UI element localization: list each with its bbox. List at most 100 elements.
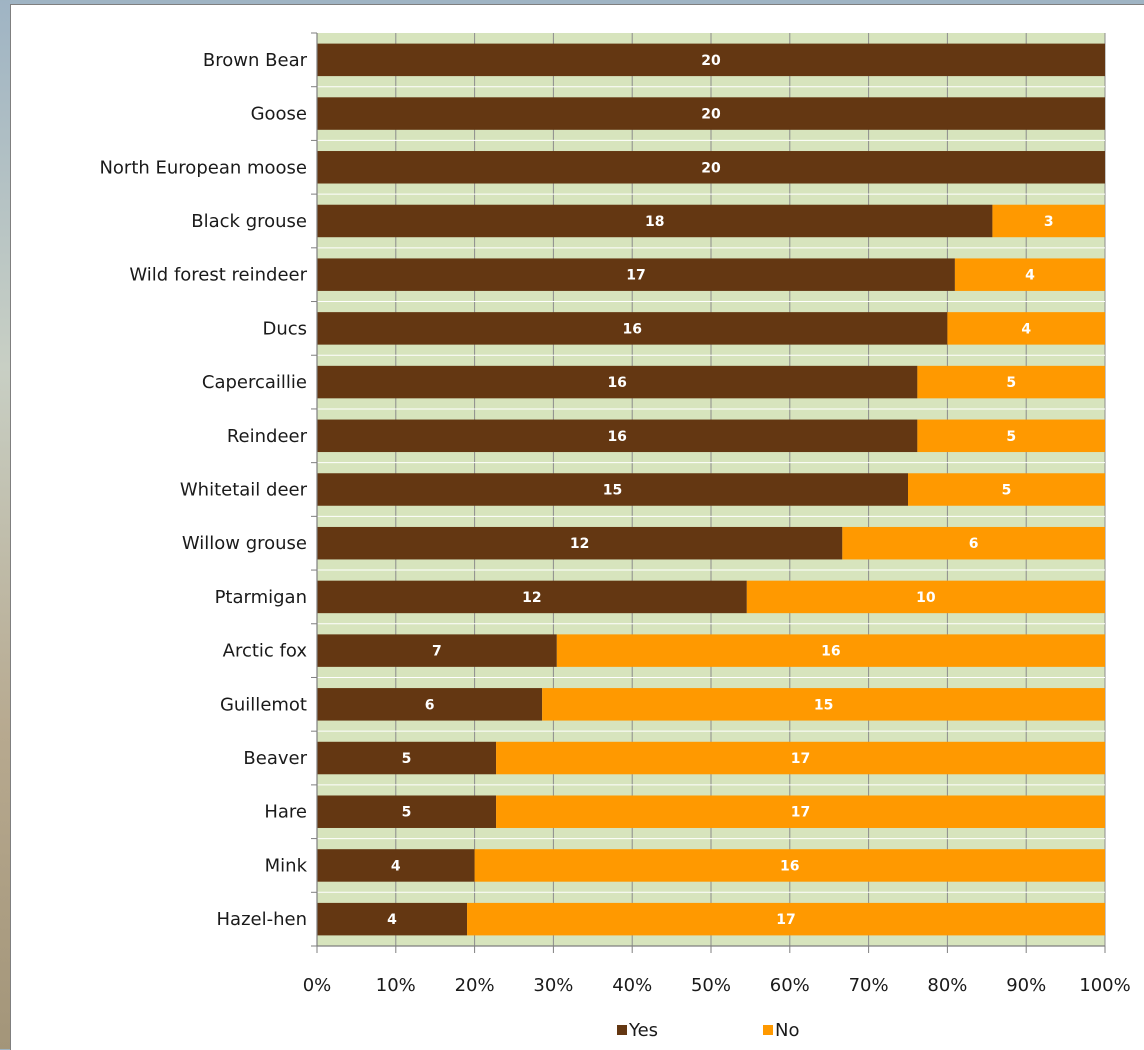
data-label-yes: 16 (607, 429, 626, 445)
bar-yes (317, 473, 908, 506)
data-label-no: 17 (776, 912, 795, 928)
category-label: Guillemot (220, 694, 307, 715)
bar-yes (317, 902, 468, 936)
x-tick-label: 20% (455, 975, 495, 996)
category-label: Hare (264, 802, 307, 823)
category-label: Whitetail deer (180, 480, 308, 501)
bar-no (746, 580, 1105, 614)
category-label: Ptarmigan (215, 587, 307, 608)
data-label-yes: 17 (626, 268, 645, 284)
data-label-no: 17 (791, 751, 810, 767)
bar-no (947, 312, 1105, 345)
data-label-no: 17 (791, 805, 810, 821)
x-tick-label: 30% (533, 975, 573, 996)
category-label: Willow grouse (182, 533, 307, 554)
data-label-yes: 7 (432, 644, 442, 660)
data-label-no: 10 (916, 590, 936, 606)
legend-label-yes: Yes (628, 1020, 658, 1041)
bar-yes (317, 365, 918, 399)
bar-no (992, 204, 1105, 238)
data-label-no: 16 (780, 858, 799, 874)
x-tick-label: 60% (770, 975, 810, 996)
x-tick-label: 100% (1079, 975, 1130, 996)
data-label-yes: 15 (603, 483, 622, 499)
bar-yes (317, 741, 497, 775)
axes (311, 32, 1106, 953)
bar-yes (317, 419, 918, 453)
data-label-no: 3 (1044, 214, 1054, 230)
data-label-no: 5 (1002, 483, 1012, 499)
category-label: Wild forest reindeer (129, 265, 307, 286)
bar-no (556, 634, 1105, 667)
data-label-yes: 16 (607, 375, 626, 391)
bar-yes (317, 849, 475, 882)
x-tick-label: 80% (927, 975, 967, 996)
legend-label-no: No (775, 1020, 799, 1041)
data-label-yes: 12 (522, 590, 541, 606)
bar-no (474, 849, 1106, 882)
legend: Yes No (617, 1020, 799, 1041)
chart-card: 0% 10% 20% 30% 40% 50% 60% 70% 80% 90% 100% Brown B… (10, 4, 1144, 1050)
data-label-yes: 5 (402, 751, 412, 767)
bar-yes (317, 97, 1105, 130)
bar-yes (317, 795, 497, 828)
bar-yes (317, 526, 843, 560)
bar-yes (317, 688, 543, 721)
data-label-no: 16 (821, 644, 840, 660)
data-label-yes: 4 (391, 858, 401, 874)
category-label: Hazel-hen (217, 909, 307, 930)
data-label-yes: 20 (701, 53, 721, 69)
bar-yes (317, 204, 993, 238)
bar-no (467, 902, 1106, 936)
bar-yes (317, 312, 948, 345)
bar-no (917, 365, 1105, 399)
data-label-no: 5 (1006, 429, 1016, 445)
category-label: Reindeer (227, 426, 308, 447)
category-label: Mink (265, 855, 308, 876)
category-label: Ducs (262, 318, 307, 339)
data-label-no: 6 (969, 536, 979, 552)
data-label-no: 15 (814, 697, 833, 713)
data-label-yes: 20 (701, 107, 721, 123)
bar-no (496, 795, 1105, 828)
category-label: Brown Bear (203, 50, 308, 71)
stacked-bar-chart: 0% 10% 20% 30% 40% 50% 60% 70% 80% 90% 100% Brown B… (99, 32, 1131, 1041)
category-label: Black grouse (191, 211, 307, 232)
data-label-yes: 16 (622, 321, 641, 337)
bar-yes (317, 151, 1105, 184)
labels: 0% 10% 20% 30% 40% 50% 60% 70% 80% 90% 100% Brown B… (99, 50, 1130, 996)
bar-no (542, 688, 1105, 721)
bar-no (917, 419, 1105, 453)
bar-yes (317, 580, 747, 614)
bar-no (954, 258, 1105, 291)
bar-no (496, 741, 1105, 775)
category-label: Capercaillie (202, 372, 307, 393)
x-tick-label: 10% (376, 975, 416, 996)
x-tick-label: 70% (849, 975, 889, 996)
category-label: Beaver (243, 748, 307, 769)
x-tick-label: 50% (691, 975, 731, 996)
bar-yes (317, 43, 1105, 77)
data-label-yes: 20 (701, 160, 721, 176)
x-tick-label: 0% (303, 975, 332, 996)
bar-no (908, 473, 1105, 506)
bar-yes (317, 258, 955, 291)
data-label-yes: 4 (387, 912, 397, 928)
data-label-no: 4 (1025, 268, 1035, 284)
category-label: Arctic fox (223, 641, 308, 662)
data-label-no: 4 (1021, 321, 1031, 337)
data-label-yes: 6 (425, 697, 435, 713)
x-tick-label: 90% (1006, 975, 1046, 996)
data-label-yes: 12 (570, 536, 589, 552)
category-label: North European moose (99, 157, 307, 178)
legend-swatch-yes (617, 1025, 627, 1035)
bar-yes (317, 634, 557, 667)
data-label-yes: 18 (645, 214, 664, 230)
data-label-yes: 5 (402, 805, 412, 821)
x-tick-label: 40% (612, 975, 652, 996)
category-label: Goose (251, 104, 307, 125)
data-label-no: 5 (1006, 375, 1016, 391)
legend-swatch-no (763, 1025, 773, 1035)
bars (317, 43, 1106, 936)
bar-no (842, 526, 1105, 560)
